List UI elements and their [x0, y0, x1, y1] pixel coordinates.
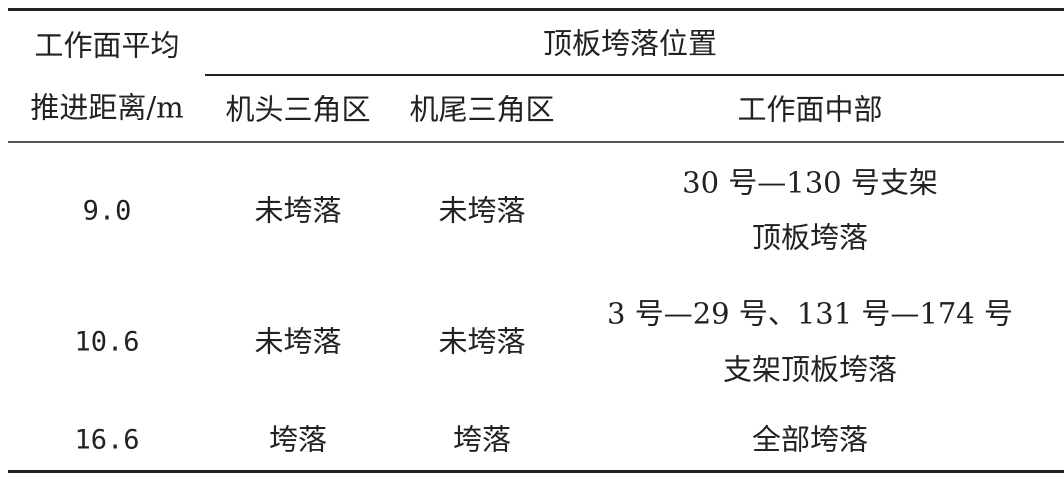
bottom-rule — [8, 470, 1064, 473]
group-rule — [205, 74, 1064, 76]
row2-tail: 未垮落 — [438, 324, 526, 359]
header-rule — [8, 141, 1064, 143]
header-distance-line2: 推进距离/m — [30, 90, 184, 125]
row1-distance: 9.0 — [82, 195, 132, 227]
row1-tail: 未垮落 — [438, 193, 526, 228]
row1-head: 未垮落 — [254, 193, 342, 228]
header-group: 顶板垮落位置 — [542, 26, 718, 61]
row1-middle-line2: 顶板垮落 — [751, 220, 869, 255]
header-distance-line1: 工作面平均 — [34, 28, 180, 63]
row3-middle: 全部垮落 — [751, 422, 869, 457]
header-middle: 工作面中部 — [737, 92, 883, 127]
header-tail-triangle: 机尾三角区 — [409, 92, 555, 127]
row3-distance: 16.6 — [74, 424, 140, 456]
row2-distance: 10.6 — [74, 326, 140, 358]
top-rule — [8, 8, 1064, 11]
row3-head: 垮落 — [268, 422, 328, 457]
row2-middle-line1: 3 号—29 号、131 号—174 号 — [607, 296, 1013, 331]
row3-tail: 垮落 — [452, 422, 512, 457]
row1-middle-line1: 30 号—130 号支架 — [682, 165, 938, 200]
row2-middle-line2: 支架顶板垮落 — [722, 352, 898, 387]
row2-head: 未垮落 — [254, 324, 342, 359]
header-head-triangle: 机头三角区 — [225, 92, 371, 127]
